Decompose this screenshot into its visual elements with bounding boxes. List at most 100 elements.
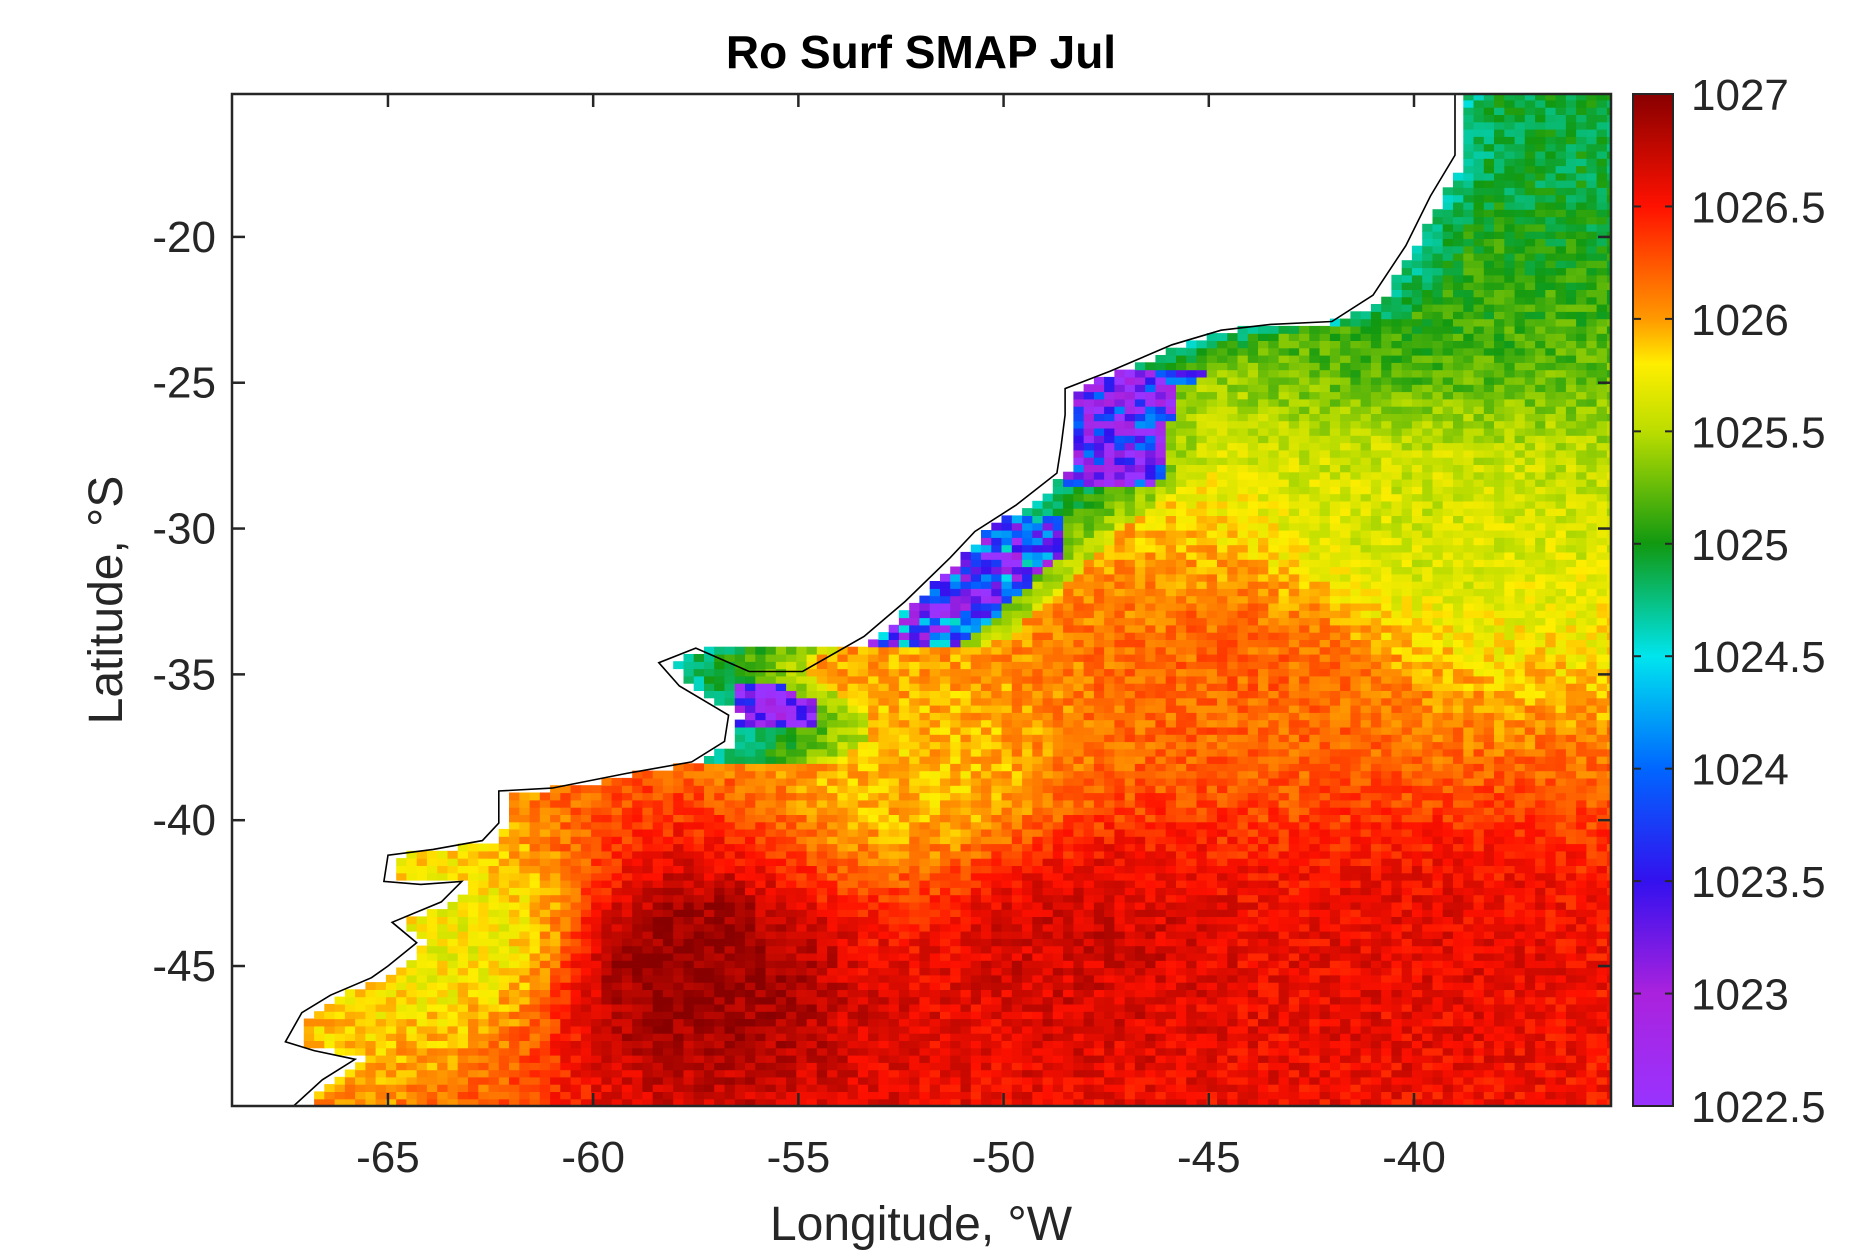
heatmap-cell [1401,799,1413,808]
heatmap-cell [570,858,582,866]
heatmap-cell [827,967,838,976]
heatmap-cell [1606,807,1611,815]
heatmap-cell [539,1011,551,1020]
heatmap-cell [868,1033,879,1041]
heatmap-cell [1329,1091,1341,1100]
heatmap-cell [1329,843,1341,852]
heatmap-cell [1165,865,1177,874]
heatmap-cell [909,865,921,874]
heatmap-cell [1401,989,1413,998]
heatmap-cell [1176,1003,1187,1012]
heatmap-cell [1442,865,1454,874]
heatmap-cell [1165,807,1177,815]
heatmap-cell [683,807,695,815]
heatmap-cell [437,1098,449,1106]
heatmap-cell [1176,807,1187,815]
heatmap-cell [816,821,828,830]
heatmap-cell [488,923,500,932]
heatmap-cell [991,996,1003,1005]
heatmap-cell [1524,989,1536,998]
heatmap-cell [488,960,500,969]
heatmap-cell [1596,1062,1608,1071]
heatmap-cell [1350,1018,1362,1027]
heatmap-cell [632,1033,644,1041]
heatmap-cell [1432,1076,1444,1085]
heatmap-cell [1391,967,1403,976]
heatmap-cell [1176,1033,1187,1041]
heatmap-cell [550,1033,561,1041]
heatmap-cell [1145,1011,1157,1020]
heatmap-cell [1473,1098,1485,1106]
heatmap-cell [991,967,1003,976]
heatmap-cell [673,821,685,830]
heatmap-cell [970,1098,982,1106]
heatmap-cell [509,996,520,1005]
heatmap-cell [673,814,685,823]
heatmap-cell [652,901,664,910]
heatmap-cell [1165,923,1177,932]
heatmap-cell [888,974,900,983]
heatmap-cell [314,1040,325,1049]
heatmap-cell [1022,799,1033,808]
heatmap-cell [1504,989,1516,998]
heatmap-cell [662,938,674,947]
heatmap-cell [950,1076,962,1085]
heatmap-cell [1360,814,1372,823]
heatmap-cell [1350,996,1362,1005]
heatmap-cell [1258,872,1269,881]
heatmap-cell [488,1025,500,1034]
heatmap-cell [478,1011,490,1020]
heatmap-cell [478,1003,490,1012]
heatmap-cell [786,887,797,896]
heatmap-cell [642,858,654,866]
heatmap-cell [1217,960,1228,969]
heatmap-cell [1370,1091,1382,1100]
heatmap-cell [1124,1069,1136,1078]
heatmap-cell [734,982,746,990]
heatmap-cell [960,974,972,983]
heatmap-cell [662,909,674,917]
heatmap-cell [488,996,500,1005]
heatmap-cell [878,1076,890,1085]
heatmap-cell [1247,814,1259,823]
heatmap-cell [570,850,582,859]
heatmap-cell [1360,1047,1372,1056]
heatmap-cell [1370,1098,1382,1106]
heatmap-cell [1278,923,1290,932]
heatmap-cell [888,799,900,808]
heatmap-cell [704,901,715,910]
heatmap-cell [981,996,992,1005]
heatmap-cell [1145,836,1157,845]
heatmap-cell [1401,945,1413,954]
heatmap-cell [1155,960,1167,969]
heatmap-cell [693,945,705,954]
heatmap-cell [662,967,674,976]
heatmap-cell [662,974,674,983]
heatmap-cell [1288,821,1300,830]
heatmap-cell [816,1084,828,1092]
heatmap-cell [714,931,726,939]
heatmap-cell [1535,1033,1546,1041]
heatmap-cell [406,1040,418,1049]
heatmap-cell [1524,938,1536,947]
heatmap-cell [1545,967,1557,976]
heatmap-cell [1206,1011,1218,1020]
heatmap-cell [642,1076,654,1085]
heatmap-cell [1206,880,1218,888]
heatmap-cell [981,1025,992,1034]
heatmap-cell [1576,821,1587,830]
heatmap-cell [1319,858,1331,866]
heatmap-cell [704,1003,715,1012]
heatmap-cell [704,1069,715,1078]
heatmap-cell [837,814,849,823]
heatmap-cell [1227,814,1239,823]
heatmap-cell [950,931,962,939]
heatmap-cell [1514,989,1526,998]
heatmap-cell [1073,843,1085,852]
heatmap-cell [488,1033,500,1041]
heatmap-cell [755,916,767,925]
heatmap-cell [1545,901,1557,910]
heatmap-cell [1134,1062,1146,1071]
heatmap-cell [1042,1047,1054,1056]
heatmap-cell [1001,909,1013,917]
